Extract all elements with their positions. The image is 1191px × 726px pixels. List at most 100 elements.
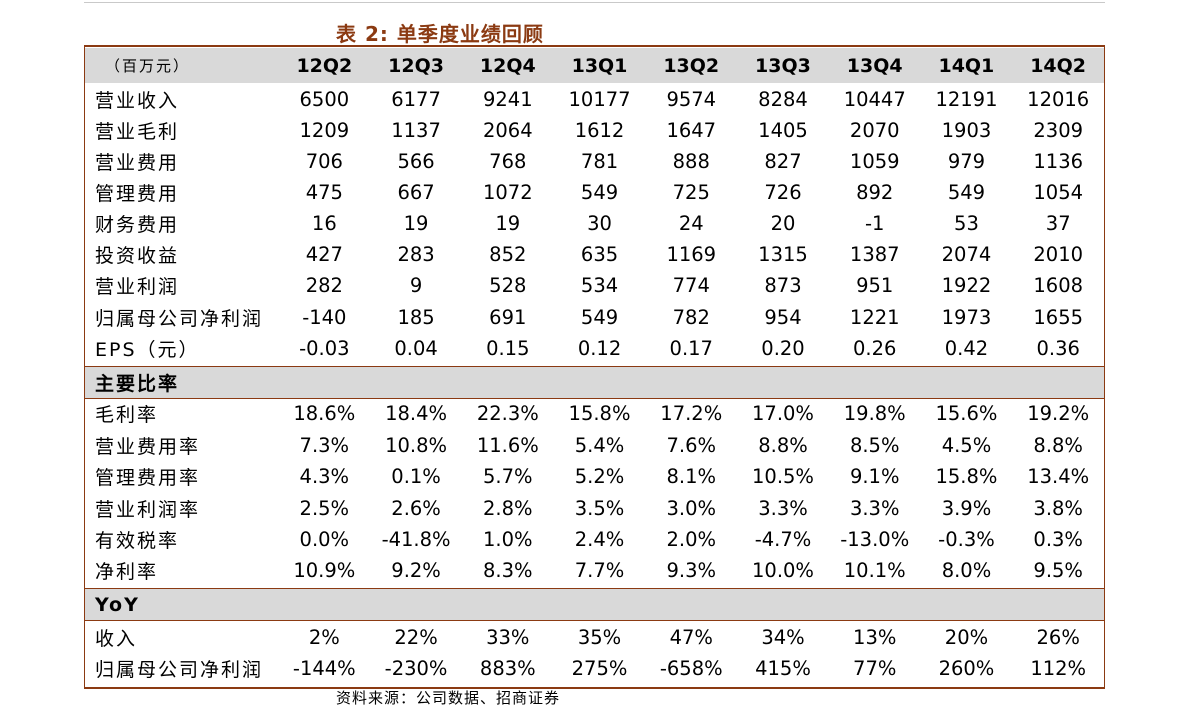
row-value: 3.9% <box>941 496 992 520</box>
row-label: 毛利率 <box>95 403 159 426</box>
row-value: 427 <box>305 242 343 266</box>
row-value: 2.8% <box>483 496 533 520</box>
row-value: 852 <box>489 242 527 266</box>
row-value: 20 <box>770 211 796 235</box>
row-value: 0.26 <box>853 336 897 360</box>
row-value: 9 <box>409 273 423 297</box>
table-row: 收入 2% 22% 33% 35% 47% 34% 13% 20% 26% <box>85 622 1104 653</box>
row-value: 30 <box>587 211 612 235</box>
row-label: 管理费用率 <box>95 466 201 489</box>
row-value: 12191 <box>935 87 998 111</box>
row-value: 0.12 <box>577 336 622 360</box>
row-value: -230% <box>384 656 448 680</box>
row-value: -4.7% <box>754 527 812 551</box>
row-value: 0.3% <box>1033 527 1083 551</box>
row-value: 9.5% <box>1033 558 1083 582</box>
row-value: 2010 <box>1033 242 1084 266</box>
table-row: 营业利润 282 9 528 534 774 873 951 1922 1608 <box>85 270 1104 301</box>
row-value: 951 <box>856 273 894 297</box>
row-value: 0.20 <box>761 336 805 360</box>
row-value: 9.1% <box>849 464 900 488</box>
row-value: 12016 <box>1027 87 1090 111</box>
row-value: 10.8% <box>385 433 448 457</box>
row-value: 7.3% <box>299 433 350 457</box>
row-value: 2064 <box>482 118 533 142</box>
row-value: 15.8% <box>568 401 631 425</box>
row-value: 1655 <box>1033 305 1084 329</box>
row-value: 5.7% <box>483 464 533 488</box>
unit-label: （百万元） <box>105 57 191 75</box>
row-value: 10.5% <box>752 464 814 488</box>
row-value: -1 <box>865 211 885 235</box>
row-label: EPS（元） <box>95 338 200 361</box>
row-value: -41.8% <box>381 527 451 551</box>
section-header-row: YoY <box>85 588 1104 621</box>
table-row: 净利率 10.9% 9.2% 8.3% 7.7% 9.3% 10.0% 10.1% 8.0% 9.… <box>85 555 1104 586</box>
row-value: 0.04 <box>394 336 438 360</box>
row-value: 10177 <box>568 87 631 111</box>
row-value: 706 <box>305 149 343 173</box>
col-header: 13Q3 <box>755 54 811 77</box>
row-value: 19.2% <box>1027 401 1090 425</box>
row-value: 282 <box>305 273 343 297</box>
row-value: 2070 <box>849 118 900 142</box>
row-label: 营业毛利 <box>95 120 180 143</box>
row-value: 37 <box>1045 211 1071 235</box>
row-label: 营业利润 <box>95 275 180 298</box>
row-value: 53 <box>954 211 979 235</box>
row-value: 8284 <box>758 87 808 111</box>
row-value: 1387 <box>849 242 900 266</box>
row-value: 1136 <box>1033 149 1084 173</box>
row-value: 1137 <box>391 118 441 142</box>
row-value: 1647 <box>666 118 717 142</box>
col-header: 13Q1 <box>571 54 628 77</box>
row-value: 9.2% <box>391 558 441 582</box>
row-value: 18.6% <box>293 401 356 425</box>
row-value: 1059 <box>849 149 900 173</box>
row-value: 3.0% <box>666 496 717 520</box>
table-row: 管理费用率 4.3% 0.1% 5.7% 5.2% 8.1% 10.5% 9.1% 15.8% 1… <box>85 461 1104 492</box>
row-value: 17.0% <box>752 401 814 425</box>
row-value: 768 <box>489 149 527 173</box>
row-value: 77% <box>853 656 897 680</box>
table-row: 财务费用 16 19 19 30 24 20 -1 53 37 <box>85 208 1104 239</box>
row-value: 16 <box>311 211 337 235</box>
row-value: 2% <box>308 625 340 649</box>
row-value: -144% <box>292 656 356 680</box>
row-value: -658% <box>659 656 723 680</box>
row-value: 15.6% <box>935 401 998 425</box>
row-value: 781 <box>580 149 619 173</box>
row-value: 112% <box>1030 656 1087 680</box>
row-label: 财务费用 <box>95 213 180 236</box>
row-value: 873 <box>764 273 802 297</box>
row-value: 0.1% <box>391 464 441 488</box>
row-value: 19 <box>403 211 429 235</box>
row-value: 1169 <box>666 242 717 266</box>
row-value: 283 <box>397 242 435 266</box>
row-value: 1608 <box>1033 273 1084 297</box>
row-value: 3.8% <box>1033 496 1083 520</box>
row-value: 549 <box>947 180 986 204</box>
col-header: 12Q4 <box>479 54 536 77</box>
source-note: 资料来源：公司数据、招商证券 <box>336 689 561 707</box>
table-row: EPS（元） -0.03 0.04 0.15 0.12 0.17 0.20 0.26 0.42 0… <box>85 333 1104 364</box>
row-value: 17.2% <box>660 401 723 425</box>
row-value: 549 <box>580 180 619 204</box>
row-value: 47% <box>669 625 713 649</box>
row-value: 3.3% <box>849 496 900 520</box>
row-label: 营业费用率 <box>95 435 201 458</box>
row-value: 549 <box>580 305 619 329</box>
table-row: 归属母公司净利润 -140 185 691 549 782 954 1221 1973 1655 <box>85 302 1104 333</box>
row-value: 5.2% <box>574 464 625 488</box>
row-value: 13% <box>853 625 897 649</box>
financial-table: （百万元） 12Q2 12Q3 12Q4 13Q1 13Q2 13Q3 13Q4… <box>84 45 1105 689</box>
row-value: 883% <box>479 656 536 680</box>
row-value: 35% <box>577 625 622 649</box>
row-value: 10447 <box>843 87 906 111</box>
table-title: 表 2: 单季度业绩回顾 <box>336 22 544 46</box>
row-value: 185 <box>397 305 435 329</box>
row-value: 8.1% <box>666 464 717 488</box>
row-label: 营业费用 <box>95 151 180 174</box>
row-value: 691 <box>489 305 527 329</box>
row-value: 0.36 <box>1036 336 1080 360</box>
